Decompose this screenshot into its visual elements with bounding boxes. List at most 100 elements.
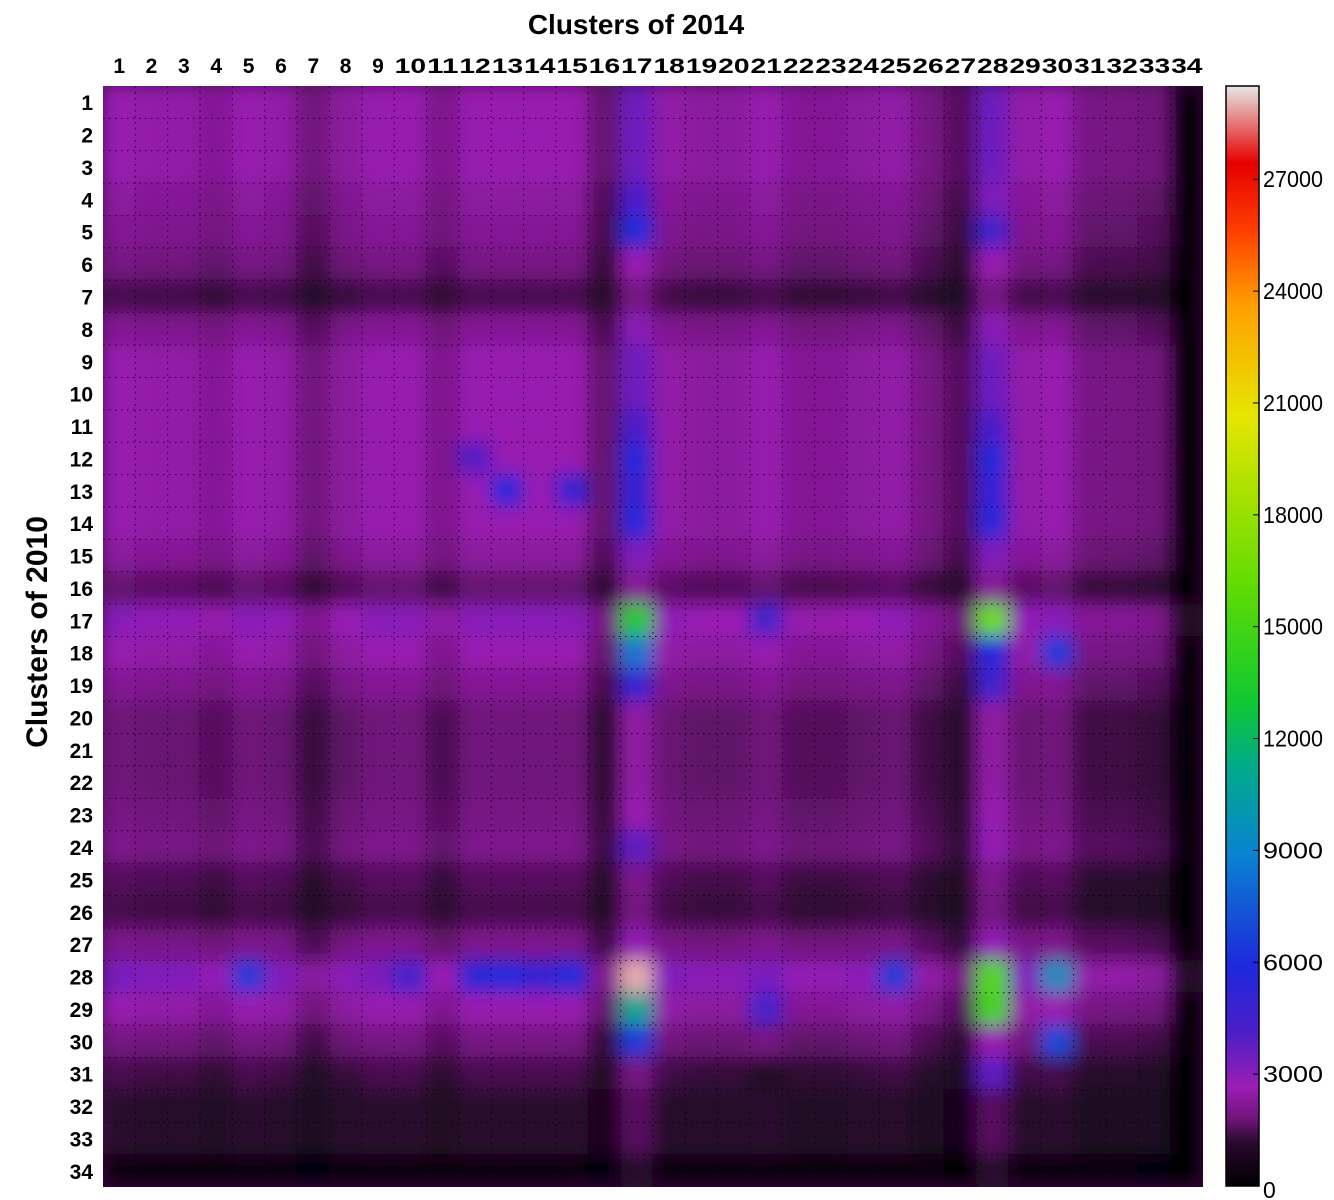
- heatmap-cell: [458, 733, 492, 767]
- heatmap-cell: [458, 700, 492, 735]
- heatmap-cell: [134, 86, 169, 119]
- heatmap-cell: [814, 538, 848, 573]
- heatmap-cell: [911, 344, 945, 378]
- heatmap-cell: [587, 279, 622, 314]
- heatmap-cell: [361, 474, 395, 508]
- heatmap-cell: [393, 182, 428, 217]
- heatmap-cell: [231, 959, 266, 994]
- heatmap-cell: [490, 247, 525, 281]
- heatmap-cell: [264, 376, 298, 411]
- heatmap-cell: [878, 441, 913, 476]
- heatmap-cell: [361, 247, 395, 281]
- heatmap-cell: [458, 344, 492, 378]
- heatmap-cell: [1170, 1089, 1203, 1123]
- heatmap-cell: [393, 927, 428, 961]
- heatmap-cell: [555, 247, 589, 281]
- x-tick-label: 20: [718, 55, 749, 78]
- heatmap-cell: [523, 668, 557, 702]
- heatmap-cell: [911, 182, 945, 217]
- y-tick-label: 30: [70, 1031, 93, 1054]
- heatmap-cell: [393, 1056, 428, 1091]
- heatmap-cell: [1137, 182, 1172, 217]
- heatmap-cell: [458, 117, 492, 152]
- x-tick-label: 12: [459, 55, 490, 78]
- heatmap-cell: [878, 959, 913, 994]
- heatmap-cell: [458, 603, 492, 637]
- heatmap-cell: [878, 1024, 913, 1058]
- heatmap-cell: [426, 441, 460, 476]
- heatmap-cell: [458, 862, 492, 897]
- heatmap-cell: [620, 538, 654, 573]
- heatmap-cell: [911, 830, 945, 864]
- heatmap-cell: [296, 668, 330, 702]
- heatmap-cell: [976, 797, 1010, 832]
- heatmap-cell: [749, 409, 783, 443]
- heatmap-cell: [361, 927, 395, 961]
- heatmap-cell: [555, 1024, 589, 1058]
- heatmap-cell: [878, 733, 913, 767]
- heatmap-cell: [426, 150, 460, 184]
- y-tick-label: 31: [70, 1064, 94, 1087]
- heatmap-cell: [199, 474, 233, 508]
- heatmap-cell: [749, 312, 783, 346]
- heatmap-cell: [1137, 376, 1172, 411]
- heatmap-cell: [846, 182, 880, 217]
- heatmap-cell: [328, 441, 363, 476]
- heatmap-cell: [361, 344, 395, 378]
- heatmap-cell: [264, 247, 298, 281]
- heatmap-cell: [103, 959, 136, 994]
- heatmap-cell: [426, 1056, 460, 1091]
- heatmap-cell: [555, 376, 589, 411]
- heatmap-cell: [1137, 668, 1172, 702]
- chart-title: Clusters of 2014: [528, 9, 745, 40]
- heatmap-cell: [620, 247, 654, 281]
- heatmap-cell: [1137, 312, 1172, 346]
- heatmap-cell: [652, 1056, 686, 1091]
- heatmap-cell: [846, 117, 880, 152]
- heatmap-cell: [167, 571, 201, 605]
- heatmap-cell: [523, 182, 557, 217]
- heatmap-cell: [296, 506, 330, 540]
- y-tick-label: 11: [71, 416, 94, 439]
- heatmap-cell: [749, 636, 783, 670]
- heatmap-cell: [490, 506, 525, 540]
- heatmap-cell: [328, 797, 363, 832]
- heatmap-cell: [781, 538, 816, 573]
- y-tick-label: 16: [70, 578, 93, 601]
- heatmap-cell: [652, 959, 686, 994]
- heatmap-cell: [167, 895, 201, 929]
- x-tick-label: 18: [653, 55, 685, 78]
- heatmap-cell: [814, 247, 848, 281]
- heatmap-cell: [814, 1089, 848, 1123]
- heatmap-cell: [361, 182, 395, 217]
- heatmap-cell: [426, 1024, 460, 1058]
- heatmap-cell: [846, 797, 880, 832]
- heatmap-cell: [393, 1024, 428, 1058]
- heatmap-cell: [652, 700, 686, 735]
- heatmap-cell: [587, 571, 622, 605]
- heatmap-cell: [717, 1154, 751, 1187]
- heatmap-cell: [976, 376, 1010, 411]
- heatmap-cell: [587, 150, 622, 184]
- heatmap-cell: [490, 668, 525, 702]
- heatmap-cell: [426, 636, 460, 670]
- heatmap-cell: [296, 344, 330, 378]
- heatmap-cell: [523, 441, 557, 476]
- heatmap-cell: [103, 376, 136, 411]
- heatmap-cell: [1008, 1121, 1042, 1156]
- heatmap-cell: [1105, 603, 1139, 637]
- heatmap-cell: [134, 1089, 169, 1123]
- heatmap-cell: [328, 733, 363, 767]
- heatmap-cell: [523, 959, 557, 994]
- heatmap-cell: [490, 312, 525, 346]
- heatmap-cell: [846, 312, 880, 346]
- heatmap-cell: [1105, 927, 1139, 961]
- heatmap-cell: [393, 992, 428, 1026]
- heatmap-cell: [587, 700, 622, 735]
- heatmap-cell: [393, 376, 428, 411]
- heatmap-cell: [1008, 441, 1042, 476]
- heatmap-cell: [555, 117, 589, 152]
- heatmap-cell: [781, 215, 816, 249]
- heatmap-cell: [976, 506, 1010, 540]
- heatmap-cell: [490, 895, 525, 929]
